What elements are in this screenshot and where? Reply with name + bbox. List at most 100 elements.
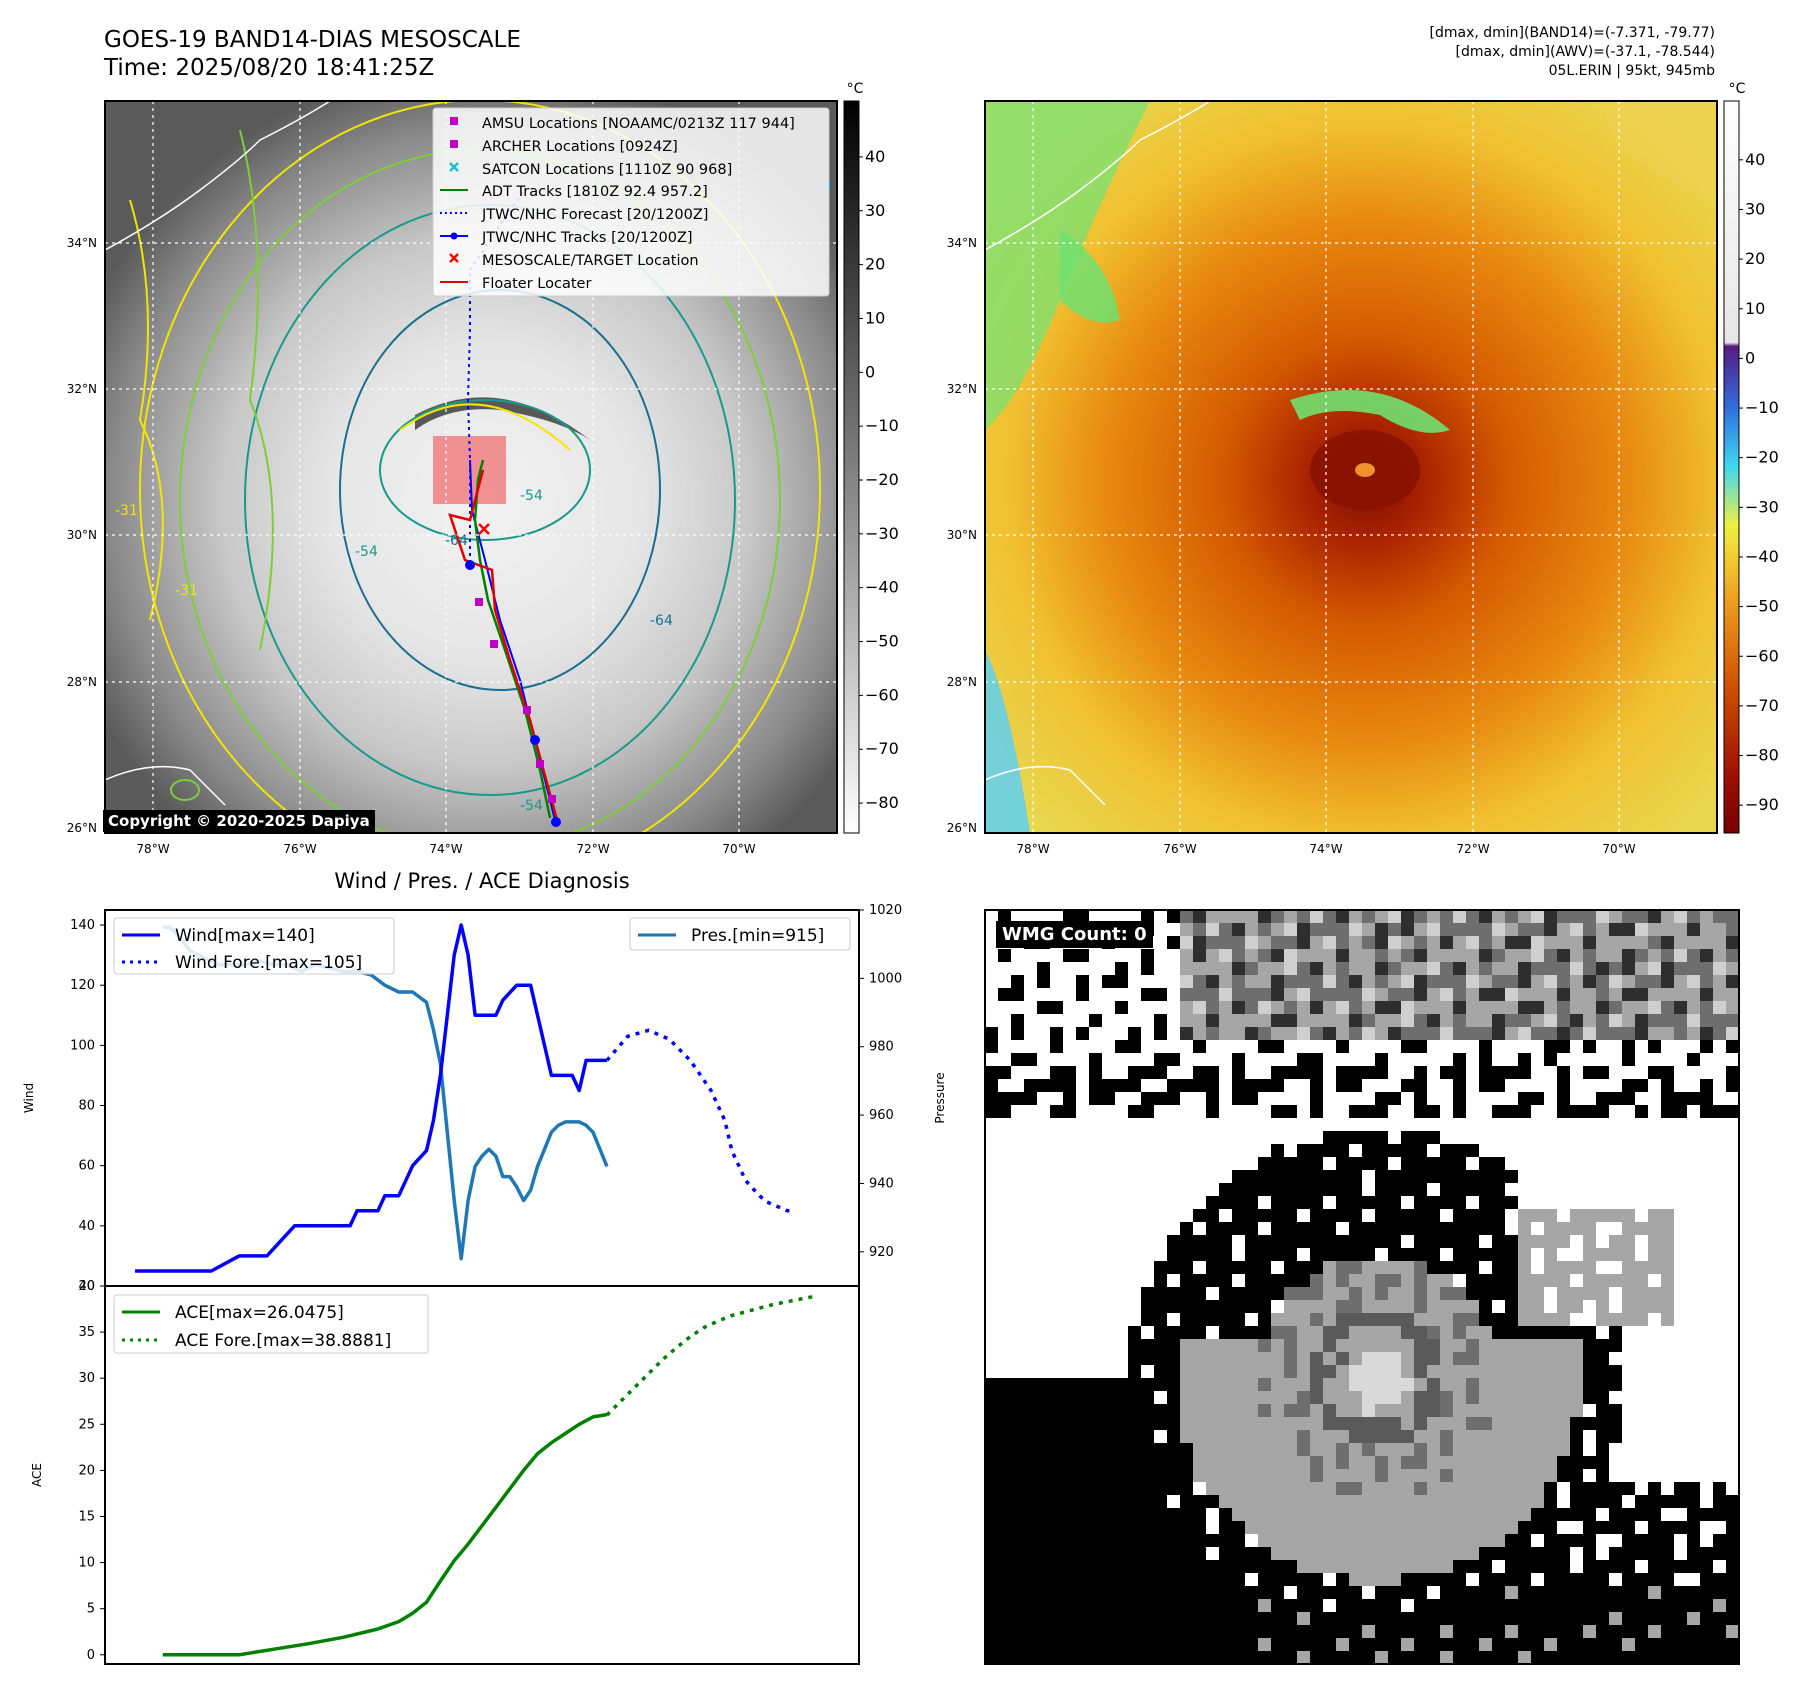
wmg-pixel (1115, 1482, 1129, 1496)
wmg-pixel (1635, 1534, 1649, 1548)
wmg-pixel (1414, 910, 1428, 924)
wmg-pixel (1557, 1209, 1571, 1223)
wmg-pixel (1375, 910, 1389, 924)
wmg-pixel (1037, 1456, 1051, 1470)
wmg-pixel (1609, 1053, 1623, 1067)
wmg-pixel (1258, 1170, 1272, 1184)
wmg-pixel (1193, 1612, 1207, 1626)
wmg-pixel (1661, 1261, 1675, 1275)
wmg-pixel (1180, 1222, 1194, 1236)
wmg-pixel (1219, 1209, 1233, 1223)
wmg-pixel (1024, 1586, 1038, 1600)
wmg-pixel (1388, 1482, 1402, 1496)
wmg-pixel (1193, 1547, 1207, 1561)
wmg-pixel (1258, 1027, 1272, 1041)
wmg-pixel (1687, 1638, 1701, 1652)
wmg-pixel (1180, 1586, 1194, 1600)
wmg-pixel (1063, 1521, 1077, 1535)
wmg-pixel (1193, 1053, 1207, 1067)
wmg-pixel (1570, 1625, 1584, 1639)
wmg-pixel (1622, 1196, 1636, 1210)
wmg-pixel (1583, 949, 1597, 963)
wmg-pixel (1661, 936, 1675, 950)
wmg-pixel (1076, 1534, 1090, 1548)
wmg-pixel (1518, 1612, 1532, 1626)
wmg-pixel (1024, 1066, 1038, 1080)
wmg-pixel (1258, 949, 1272, 963)
wmg-pixel (1713, 962, 1727, 976)
wmg-pixel (1219, 1560, 1233, 1574)
wmg-pixel (1206, 962, 1220, 976)
wmg-pixel (1024, 1014, 1038, 1028)
wmg-pixel (1557, 1443, 1571, 1457)
wmg-pixel (1310, 988, 1324, 1002)
wmg-pixel (1479, 1404, 1493, 1418)
wmg-pixel (1102, 949, 1116, 963)
wmg-pixel (1297, 988, 1311, 1002)
wmg-pixel (1297, 936, 1311, 950)
wmg-pixel (1297, 1001, 1311, 1015)
wmg-pixel (1492, 1326, 1506, 1340)
wmg-pixel (1440, 988, 1454, 1002)
wmg-pixel (1648, 1001, 1662, 1015)
legend-forecast: JTWC/NHC Forecast [20/1200Z] (481, 207, 708, 223)
wmg-pixel (1050, 1157, 1064, 1171)
wmg-pixel (1557, 1001, 1571, 1015)
wmg-pixel (1089, 1651, 1103, 1665)
wmg-pixel (1414, 1482, 1428, 1496)
wmg-pixel (1297, 1378, 1311, 1392)
wmg-pixel (1102, 1521, 1116, 1535)
wmg-pixel (1596, 1534, 1610, 1548)
wmg-pixel (1050, 1534, 1064, 1548)
wmg-pixel (1271, 1105, 1285, 1119)
wmg-pixel (1245, 1391, 1259, 1405)
wmg-pixel (1245, 1417, 1259, 1431)
wmg-pixel (1037, 1235, 1051, 1249)
wmg-pixel (998, 988, 1012, 1002)
wmg-pixel (1713, 1339, 1727, 1353)
wmg-pixel (1674, 1040, 1688, 1054)
wmg-pixel (1024, 1092, 1038, 1106)
wmg-pixel (1323, 1482, 1337, 1496)
wmg-pixel (1726, 1443, 1740, 1457)
wmg-pixel (1180, 1313, 1194, 1327)
wmg-pixel (1583, 1209, 1597, 1223)
wmg-pixel (1206, 1092, 1220, 1106)
wmg-pixel (1427, 1521, 1441, 1535)
wmg-pixel (1700, 1521, 1714, 1535)
wmg-pixel (1063, 949, 1077, 963)
wmg-pixel (1271, 1235, 1285, 1249)
wmg-pixel (998, 1157, 1012, 1171)
wmg-pixel (1583, 1040, 1597, 1054)
wmg-pixel (1596, 1118, 1610, 1132)
wmg-pixel (1258, 1586, 1272, 1600)
wmg-pixel (1219, 1456, 1233, 1470)
wmg-pixel (1531, 1040, 1545, 1054)
wmg-pixel (1531, 1300, 1545, 1314)
wmg-pixel (1154, 1014, 1168, 1028)
wmg-pixel (1232, 1092, 1246, 1106)
wmg-pixel (1583, 1105, 1597, 1119)
wmg-pixel (1570, 1079, 1584, 1093)
wmg-pixel (1375, 1495, 1389, 1509)
wmg-pixel (1388, 1495, 1402, 1509)
wmg-pixel (1700, 1209, 1714, 1223)
wmg-pixel (1050, 1248, 1064, 1262)
wmg-pixel (1505, 1560, 1519, 1574)
wmg-pixel (1128, 1430, 1142, 1444)
wmg-pixel (1180, 1365, 1194, 1379)
wmg-pixel (1414, 1586, 1428, 1600)
wmg-pixel (1479, 1105, 1493, 1119)
wmg-pixel (1258, 1313, 1272, 1327)
wmg-pixel (1479, 1287, 1493, 1301)
wmg-pixel (1115, 1001, 1129, 1015)
wmg-pixel (1700, 1378, 1714, 1392)
wmg-pixel (1076, 1027, 1090, 1041)
wmg-pixel (1219, 1339, 1233, 1353)
wmg-pixel (1297, 1053, 1311, 1067)
wmg-pixel (1141, 1417, 1155, 1431)
wmg-pixel (1401, 1040, 1415, 1054)
wmg-pixel (1661, 1053, 1675, 1067)
wmg-pixel (1037, 949, 1051, 963)
wmg-pixel (1648, 1586, 1662, 1600)
